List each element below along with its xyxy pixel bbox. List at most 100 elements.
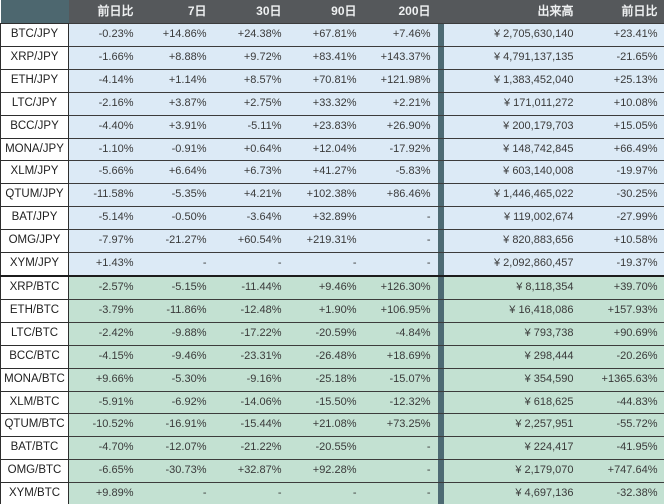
volume-cell: ¥ 1,383,452,040 [443,68,581,93]
separator-bar [437,160,444,184]
separator-bar [437,183,444,207]
percent-cell: -21.22% [213,436,289,460]
table-row: BAT/BTC -4.70% -12.07% -21.22% -20.55% - ¥ 224… [0,436,664,461]
pair-label-cell: XYM/BTC [0,482,69,504]
percent-cell: -0.50% [140,206,214,230]
percent-cell: +9.46% [288,274,364,300]
volume-change-cell: +10.58% [580,229,664,253]
percent-cell: +8.88% [140,45,214,70]
percent-cell: -9.16% [213,367,289,391]
table-row: ETH/BTC -3.79% -11.86% -12.48% +1.90% +106.95… [0,298,664,323]
percent-cell: +0.64% [213,137,289,161]
col-header-90d: 90日 [288,0,364,24]
percent-cell: -5.30% [140,367,214,391]
pair-label-cell: LTC/BTC [0,321,69,346]
percent-cell: -25.18% [288,367,364,391]
pair-label-cell: QTUM/BTC [0,413,69,438]
separator-bar [437,413,444,437]
pair-label-cell: BAT/BTC [0,436,69,461]
volume-cell: ¥ 2,179,070 [443,459,581,483]
volume-change-cell: -19.37% [580,252,664,276]
percent-cell: - [288,252,364,276]
percent-cell: -20.55% [288,436,364,460]
separator-bar [437,436,444,460]
volume-cell: ¥ 8,118,354 [443,274,581,300]
volume-cell: ¥ 354,590 [443,367,581,391]
percent-cell: -15.44% [213,413,289,437]
volume-cell: ¥ 224,417 [443,436,581,460]
percent-cell: +32.89% [288,206,364,230]
col-header-volume-change: 前日比 [580,0,664,24]
percent-cell: +32.87% [213,459,289,483]
percent-cell: - [363,459,438,483]
percent-cell: +67.81% [288,23,364,47]
percent-cell: -15.07% [363,367,438,391]
percent-cell: - [363,252,438,276]
percent-cell: +18.69% [363,344,438,369]
volume-change-cell: -44.83% [580,390,664,414]
percent-cell: - [363,229,438,253]
table-row: MONA/BTC +9.66% -5.30% -9.16% -25.18% -15.07%… [0,367,664,392]
percent-cell: +2.75% [213,91,289,116]
percent-cell: -5.11% [213,114,289,139]
percent-cell: +8.57% [213,68,289,93]
percent-cell: -26.48% [288,344,364,369]
table-row: OMG/JPY -7.97% -21.27% +60.54% +219.31% - ¥ 82… [0,229,664,254]
percent-cell: +9.66% [68,367,141,391]
percent-cell: -3.79% [68,298,141,323]
separator-bar [437,137,444,161]
percent-cell: +219.31% [288,229,364,253]
percent-cell: -6.65% [68,459,141,483]
percent-cell: -14.06% [213,390,289,414]
table-row: XLM/JPY -5.66% +6.64% +6.73% +41.27% -5.83% ¥ … [0,160,664,185]
separator-bar [437,68,444,93]
percent-cell: +143.37% [363,45,438,70]
table-body: BTC/JPY -0.23% +14.86% +24.38% +67.81% +7.46%… [0,23,664,504]
separator-bar [437,206,444,230]
pair-label-cell: MONA/JPY [0,137,69,162]
volume-change-cell: +66.49% [580,137,664,161]
table-row: XYM/JPY +1.43% - - - - ¥ 2,092,860,457 -19.37% [0,252,664,277]
percent-cell: +83.41% [288,45,364,70]
volume-change-cell: +25.13% [580,68,664,93]
percent-cell: - [140,252,214,276]
percent-cell: +121.98% [363,68,438,93]
percent-cell: -11.44% [213,274,289,300]
table-row: MONA/JPY -1.10% -0.91% +0.64% +12.04% -17.92%… [0,137,664,162]
percent-cell: -20.59% [288,321,364,346]
pair-label-cell: MONA/BTC [0,367,69,392]
volume-change-cell: -41.95% [580,436,664,460]
percent-cell: - [213,252,289,276]
percent-cell: -30.73% [140,459,214,483]
percent-cell: +24.38% [213,23,289,47]
percent-cell: +23.83% [288,114,364,139]
separator-bar [437,367,444,391]
separator-bar [437,252,444,276]
pair-label-cell: LTC/JPY [0,91,69,116]
percent-cell: - [363,436,438,460]
percent-cell: -21.27% [140,229,214,253]
volume-cell: ¥ 2,257,951 [443,413,581,437]
pair-label-cell: XRP/BTC [0,274,69,300]
percent-cell: -15.50% [288,390,364,414]
percent-cell: +33.32% [288,91,364,116]
separator-bar [437,390,444,414]
volume-cell: ¥ 4,697,136 [443,482,581,504]
volume-change-cell: -19.97% [580,160,664,184]
percent-cell: -7.97% [68,229,141,253]
pair-label-cell: OMG/JPY [0,229,69,254]
volume-change-cell: -30.25% [580,183,664,207]
pair-label-cell: XLM/JPY [0,160,69,185]
volume-change-cell: +157.93% [580,298,664,323]
percent-cell: -12.32% [363,390,438,414]
percent-cell: +70.81% [288,68,364,93]
pair-label-cell: ETH/JPY [0,68,69,93]
percent-cell: +6.64% [140,160,214,184]
header-row: 前日比 7日 30日 90日 200日 出来高 前日比 [0,0,664,24]
percent-cell: -4.40% [68,114,141,139]
table-row: QTUM/JPY -11.58% -5.35% +4.21% +102.38% +86.4… [0,183,664,208]
pair-label-cell: BAT/JPY [0,206,69,231]
separator-bar [437,23,444,47]
table-row: XYM/BTC +9.89% - - - - ¥ 4,697,136 -32.38% [0,482,664,504]
table-row: XRP/BTC -2.57% -5.15% -11.44% +9.46% +126.30%… [0,274,664,300]
